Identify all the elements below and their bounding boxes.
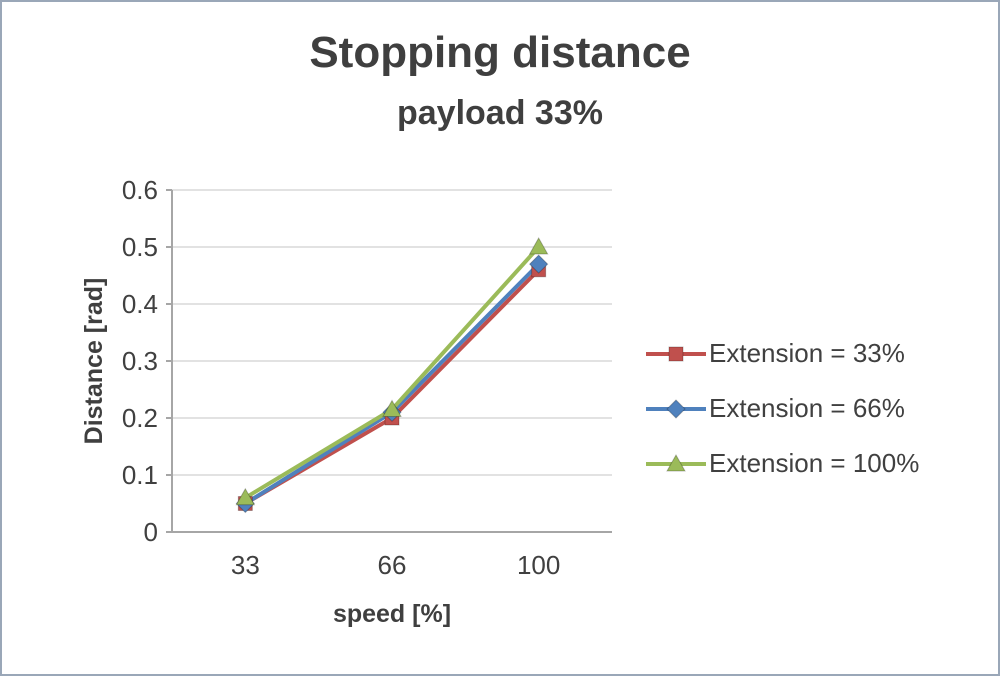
- legend-item: Extension = 66%: [644, 393, 919, 424]
- svg-text:33: 33: [231, 550, 260, 580]
- legend-marker-icon: [646, 346, 706, 361]
- svg-text:0.3: 0.3: [122, 346, 158, 376]
- svg-text:0.6: 0.6: [122, 175, 158, 205]
- series-line-0: [243, 267, 541, 506]
- legend-label: Extension = 66%: [709, 393, 905, 423]
- series-line-1: [243, 262, 541, 506]
- legend-label: Extension = 100%: [709, 448, 920, 478]
- gridlines: [166, 189, 612, 533]
- legend-item: Extension = 100%: [644, 448, 919, 479]
- svg-text:0.4: 0.4: [122, 289, 158, 319]
- chart-subtitle: payload 33%: [397, 94, 603, 132]
- svg-text:0.2: 0.2: [122, 403, 158, 433]
- legend-marker-icon: [646, 398, 706, 419]
- y-tick-labels: 0 0.1 0.2 0.3 0.4 0.5 0.6: [122, 175, 158, 547]
- legend-item: Extension = 33%: [644, 338, 919, 369]
- svg-text:66: 66: [378, 550, 407, 580]
- series-markers-2: [235, 236, 549, 506]
- svg-text:Distance [rad]: Distance [rad]: [80, 278, 108, 445]
- svg-text:0.1: 0.1: [122, 460, 158, 490]
- svg-text:100: 100: [517, 550, 560, 580]
- axis-titles: Distance [rad] speed [%]: [80, 278, 451, 628]
- x-tick-labels: 33 66 100: [231, 550, 560, 580]
- svg-text:0: 0: [144, 517, 158, 547]
- legend-marker-icon: [646, 453, 706, 471]
- chart-title: Stopping distance: [309, 28, 691, 77]
- legend: Extension = 33% Extension = 66% Extensio…: [644, 338, 919, 479]
- series-line-2: [243, 245, 541, 500]
- svg-text:0.5: 0.5: [122, 232, 158, 262]
- svg-text:speed [%]: speed [%]: [333, 600, 451, 628]
- legend-label: Extension = 33%: [709, 338, 905, 368]
